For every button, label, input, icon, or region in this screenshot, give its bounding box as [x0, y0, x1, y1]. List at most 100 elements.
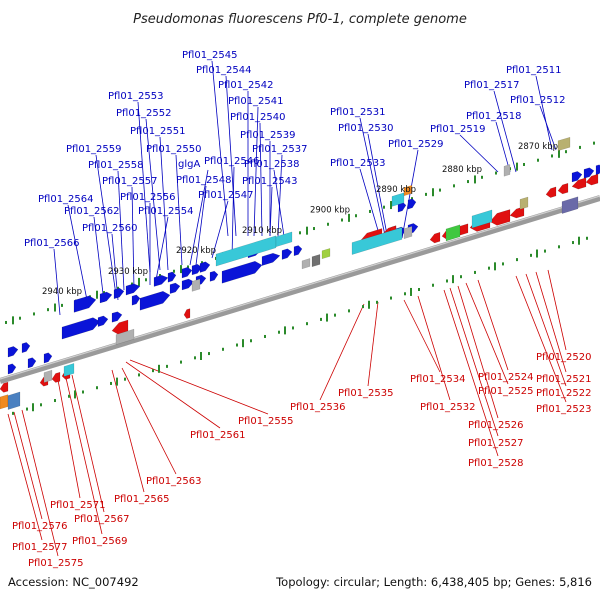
- reverse-gene-label: Pfl01_2525: [478, 386, 534, 397]
- forward-gene-label: Pfl01_2560: [82, 223, 138, 234]
- scale-tick-lower: [26, 407, 28, 411]
- forward-gene: [181, 278, 195, 291]
- gene-labels: Pfl01_2545 Pfl01_2544 Pfl01_2542 Pfl01_2541…: [12, 50, 592, 569]
- scale-tick-upper: [355, 214, 357, 218]
- scale-tick-lower: [362, 305, 364, 309]
- genome-summary-text: Topology: circular; Length: 6,438,405 bp…: [275, 575, 592, 589]
- kbp-marker-label: 2880 kbp: [442, 165, 482, 175]
- forward-gene-label: Pfl01_2546: [204, 156, 260, 167]
- reverse-gene: [489, 209, 511, 226]
- forward-gene-label: Pfl01_2566: [24, 238, 80, 249]
- reverse-gene-label: Pfl01_2528: [468, 458, 524, 469]
- forward-gene: [221, 260, 263, 284]
- forward-gene: [181, 267, 193, 279]
- scale-tick-lower: [138, 373, 140, 377]
- reverse-gene-label: Pfl01_2532: [420, 402, 476, 413]
- scale-tick-upper: [495, 171, 497, 175]
- scale-tick-upper: [453, 184, 455, 188]
- forward-leader-line: [53, 248, 61, 316]
- gene-features: [0, 136, 600, 410]
- scale-tick-lower: [40, 403, 42, 407]
- scale-tick-lower: [404, 292, 406, 296]
- forward-gene: [407, 198, 417, 210]
- forward-gene-label: Pfl01_2552: [116, 108, 172, 119]
- forward-leader-line: [211, 60, 229, 237]
- scale-major-tick-lower: [74, 390, 76, 399]
- rna-feature: [63, 363, 75, 377]
- reverse-gene-label: Pfl01_2523: [536, 404, 592, 415]
- scale-tick-lower: [54, 399, 56, 403]
- forward-gene-label: Pfl01_2562: [64, 206, 120, 217]
- forward-leader-line: [253, 106, 259, 237]
- scale-tick-lower: [124, 377, 126, 381]
- forward-gene: [27, 357, 37, 369]
- scale-tick-lower: [222, 347, 224, 351]
- misc-feature: [0, 394, 9, 410]
- rna-feature: [471, 209, 493, 229]
- scale-tick-upper: [117, 286, 119, 290]
- forward-gene-label: Pfl01_2537: [252, 144, 308, 155]
- scale-major-tick-lower: [158, 364, 160, 373]
- forward-gene: [113, 287, 125, 300]
- scale-tick-upper: [145, 278, 147, 282]
- scale-tick-lower: [418, 288, 420, 292]
- forward-gene-label: Pfl01_2529: [388, 139, 444, 150]
- rna-feature: [351, 227, 403, 255]
- forward-leader-line: [359, 117, 387, 241]
- gray-feature: [191, 278, 201, 292]
- scale-tick-upper: [369, 209, 371, 213]
- kbp-marker-label: 2870 kbp: [518, 142, 558, 152]
- forward-leader-line: [159, 136, 169, 271]
- forward-gene: [293, 245, 303, 257]
- rna-green-feature: [445, 224, 461, 242]
- scale-tick-lower: [278, 330, 280, 334]
- reverse-leader-line: [449, 287, 499, 437]
- scale-tick-lower: [250, 339, 252, 343]
- reverse-gene: [183, 308, 191, 319]
- forward-gene: [111, 311, 123, 323]
- forward-leader-line: [231, 166, 235, 259]
- scale-tick-lower: [572, 241, 574, 245]
- forward-gene: [199, 261, 211, 273]
- scale-tick-lower: [488, 266, 490, 270]
- scale-major-tick-upper: [432, 188, 434, 197]
- forward-gene-label: Pfl01_2547: [198, 190, 254, 201]
- forward-leader-line: [67, 204, 89, 306]
- kbp-marker-label: 2940 kbp: [42, 287, 82, 297]
- accession-text: Accession: NC_007492: [8, 575, 139, 589]
- forward-leader-line: [367, 133, 389, 241]
- gray-feature: [43, 369, 53, 383]
- forward-gene-label: Pfl01_2554: [138, 206, 194, 217]
- scale-tick-lower: [264, 334, 266, 338]
- reverse-leader-line: [71, 374, 105, 513]
- reverse-leader-line: [547, 269, 567, 351]
- scale-major-tick-lower: [116, 377, 118, 386]
- scale-major-tick-lower: [326, 313, 328, 322]
- reverse-gene-label: Pfl01_2555: [238, 416, 294, 427]
- scale-major-tick-lower: [284, 326, 286, 335]
- forward-gene-label: Pfl01_2550: [146, 144, 202, 155]
- forward-leader-line: [145, 118, 161, 271]
- map-title: Pseudomonas fluorescens Pf0-1, complete …: [133, 12, 467, 27]
- scale-tick-upper: [187, 265, 189, 269]
- forward-leader-line: [189, 169, 209, 266]
- forward-gene: [7, 346, 19, 358]
- rna-feature: [391, 192, 405, 207]
- reverse-leader-line: [477, 279, 509, 371]
- reverse-gene-label: Pfl01_2521: [536, 374, 592, 385]
- forward-gene: [139, 291, 171, 311]
- reverse-gene-label: Pfl01_2577: [12, 542, 68, 553]
- forward-gene-label: Pfl01_2559: [66, 144, 122, 155]
- forward-leader-line: [539, 105, 557, 151]
- scale-tick-upper: [5, 320, 7, 324]
- scale-tick-lower: [586, 236, 588, 240]
- reverse-gene-label: Pfl01_2522: [536, 388, 592, 399]
- scale-major-tick-upper: [54, 303, 56, 312]
- scale-major-tick-upper: [474, 175, 476, 184]
- scale-tick-upper: [327, 222, 329, 226]
- forward-gene: [153, 274, 169, 287]
- reverse-leader-line: [367, 301, 379, 387]
- scale-tick-upper: [33, 312, 35, 316]
- kbp-marker-label: 2900 kbp: [310, 205, 350, 215]
- misc-feature: [557, 136, 571, 152]
